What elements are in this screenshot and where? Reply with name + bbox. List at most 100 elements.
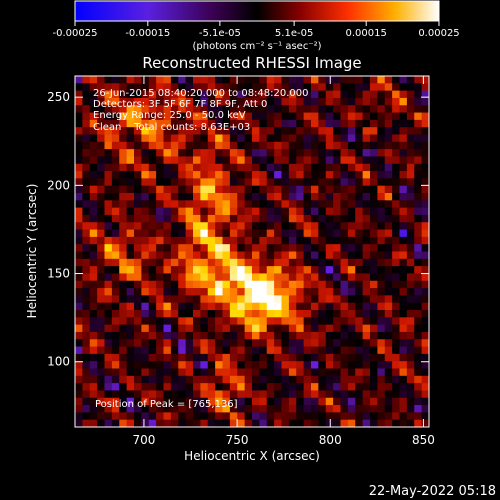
- heatmap-cell: [406, 171, 415, 179]
- heatmap-cell: [259, 405, 268, 413]
- heatmap-cell: [340, 383, 349, 391]
- heatmap-cell: [347, 302, 356, 311]
- heatmap-cell: [266, 310, 275, 318]
- peak-position-label: Position of Peak = [765,136]: [95, 399, 238, 410]
- heatmap-cell: [200, 134, 209, 143]
- heatmap-cell: [311, 324, 319, 333]
- heatmap-cell: [414, 134, 423, 143]
- heatmap-cell: [362, 353, 371, 362]
- heatmap-cell: [252, 412, 260, 421]
- heatmap-cell: [178, 368, 187, 377]
- heatmap-cell: [141, 280, 150, 289]
- heatmap-cell: [229, 390, 238, 399]
- heatmap-cell: [311, 127, 319, 135]
- heatmap-cell: [170, 127, 179, 135]
- heatmap-cell: [244, 383, 253, 391]
- heatmap-cell: [75, 222, 83, 230]
- heatmap-cell: [200, 361, 209, 369]
- heatmap-cell: [141, 266, 150, 274]
- heatmap-cell: [318, 346, 327, 355]
- heatmap-cell: [318, 127, 327, 135]
- heatmap-cell: [193, 258, 201, 267]
- heatmap-cell: [126, 214, 135, 223]
- heatmap-cell: [178, 383, 187, 391]
- heatmap-cell: [163, 302, 172, 311]
- heatmap-cell: [185, 383, 194, 391]
- heatmap-cell: [178, 295, 187, 304]
- heatmap-cell: [193, 222, 201, 230]
- heatmap-cell: [134, 390, 142, 399]
- heatmap-cell: [355, 149, 364, 157]
- heatmap-cell: [288, 251, 297, 260]
- heatmap-cell: [244, 83, 253, 92]
- heatmap-cell: [414, 273, 423, 282]
- heatmap-cell: [296, 171, 305, 179]
- heatmap-cell: [421, 251, 429, 260]
- heatmap-cell: [170, 375, 179, 384]
- heatmap-cell: [111, 375, 120, 384]
- heatmap-cell: [362, 302, 371, 311]
- heatmap-cell: [134, 324, 142, 333]
- heatmap-cell: [406, 112, 415, 121]
- colorbar-tick-labels: -0.00025 -0.00015 -5.1e-05 5.1e-05 0.00015 0.…: [53, 28, 460, 39]
- heatmap-cell: [148, 266, 157, 274]
- heatmap-cell: [170, 324, 179, 333]
- heatmap-cell: [207, 214, 216, 223]
- heatmap-cell: [82, 302, 91, 311]
- heatmap-cell: [97, 244, 105, 252]
- heatmap-cell: [185, 273, 194, 282]
- heatmap-cell: [303, 361, 312, 369]
- heatmap-cell: [119, 280, 128, 289]
- heatmap-cell: [392, 236, 400, 245]
- heatmap-cell: [311, 200, 319, 209]
- heatmap-cell: [111, 405, 120, 413]
- heatmap-cell: [274, 361, 282, 369]
- heatmap-cell: [347, 105, 356, 113]
- heatmap-cell: [126, 119, 135, 128]
- heatmap-cell: [200, 419, 209, 427]
- heatmap-cell: [193, 405, 201, 413]
- heatmap-cell: [237, 353, 246, 362]
- heatmap-cell: [259, 83, 268, 92]
- heatmap-cell: [288, 171, 297, 179]
- heatmap-cell: [414, 76, 423, 84]
- heatmap-cell: [141, 368, 150, 377]
- heatmap-cell: [392, 207, 400, 216]
- heatmap-cell: [104, 317, 113, 326]
- heatmap-cell: [296, 368, 305, 377]
- heatmap-cell: [97, 302, 105, 311]
- heatmap-cell: [75, 200, 83, 209]
- heatmap-cell: [392, 112, 400, 121]
- heatmap-cell: [288, 127, 297, 135]
- heatmap-cell: [311, 302, 319, 311]
- heatmap-cell: [392, 310, 400, 318]
- heatmap-cell: [362, 368, 371, 377]
- heatmap-cell: [104, 324, 113, 333]
- heatmap-cell: [222, 156, 231, 165]
- heatmap-cell: [362, 346, 371, 355]
- heatmap-cell: [377, 83, 386, 92]
- heatmap-cell: [237, 419, 246, 427]
- heatmap-cell: [237, 361, 246, 369]
- heatmap-cell: [222, 171, 231, 179]
- heatmap-cell: [207, 156, 216, 165]
- heatmap-cell: [355, 163, 364, 172]
- heatmap-cell: [244, 112, 253, 121]
- heatmap-cell: [193, 76, 201, 84]
- heatmap-cell: [119, 346, 128, 355]
- heatmap-cell: [252, 331, 260, 340]
- heatmap-cell: [134, 193, 142, 201]
- heatmap-cell: [178, 280, 187, 289]
- heatmap-cell: [288, 149, 297, 157]
- heatmap-cell: [406, 149, 415, 157]
- heatmap-cell: [185, 419, 194, 427]
- heatmap-cell: [207, 405, 216, 413]
- heatmap-cell: [274, 324, 282, 333]
- heatmap-cell: [193, 310, 201, 318]
- heatmap-cell: [340, 229, 349, 238]
- heatmap-cell: [399, 134, 408, 143]
- heatmap-cell: [303, 97, 312, 106]
- heatmap-cell: [134, 295, 142, 304]
- heatmap-cell: [362, 280, 371, 289]
- heatmap-cell: [97, 324, 105, 333]
